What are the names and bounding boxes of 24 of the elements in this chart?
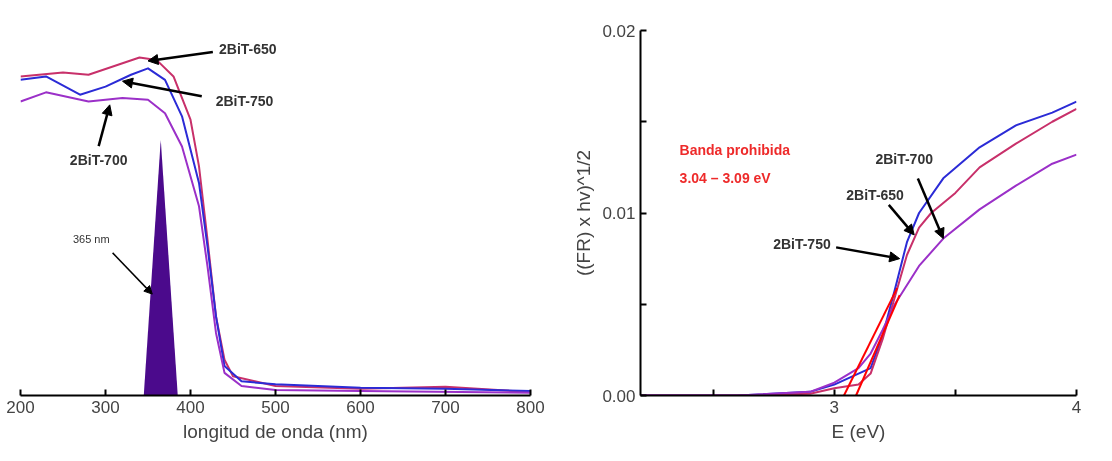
y-tick-label: 0.02 <box>602 21 636 41</box>
annotation: 2BiT-650 <box>846 186 905 203</box>
y-axis-title: ((FR) x hv)^1/2 <box>573 149 595 277</box>
annotation: 2BiT-650 <box>218 40 277 57</box>
x-axis-title: E (eV) <box>831 420 886 442</box>
annotation: 365 nm <box>72 233 110 246</box>
y-tick-label: 0.01 <box>602 204 636 223</box>
x-tick-label: 4 <box>1071 397 1082 417</box>
annotation: Banda prohibida <box>679 142 791 159</box>
x-tick-label: 400 <box>176 397 205 417</box>
x-tick-label: 600 <box>346 397 375 417</box>
x-axis-title: longitud de onda (nm) <box>183 420 368 442</box>
x-tick-label: 300 <box>91 397 120 417</box>
annotation: 2BiT-700 <box>69 151 128 168</box>
x-tick-label: 200 <box>6 397 35 417</box>
y-tick-label: 0.00 <box>602 386 636 406</box>
x-tick-label: 500 <box>261 397 290 417</box>
annotation: 2BiT-750 <box>773 235 831 252</box>
x-tick-label: 700 <box>431 397 460 417</box>
annotation: 2BiT-700 <box>875 150 934 167</box>
annotation: 2BiT-750 <box>215 93 274 110</box>
annotation: 3.04 – 3.09 eV <box>679 169 772 186</box>
x-tick-label: 800 <box>516 397 545 417</box>
x-tick-label: 3 <box>829 397 840 417</box>
